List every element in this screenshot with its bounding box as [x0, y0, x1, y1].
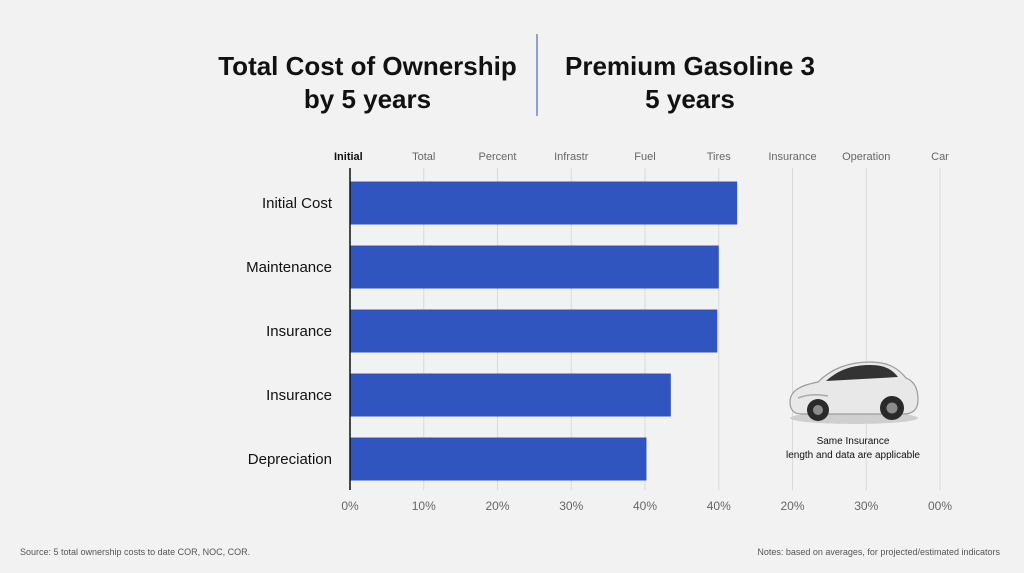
y-category-label: Depreciation: [248, 451, 332, 468]
column-header: Insurance: [768, 151, 816, 163]
column-header: Percent: [479, 151, 517, 163]
bar: [350, 309, 718, 353]
footer-source: Source: 5 total ownership costs to date …: [20, 547, 251, 557]
chart-subtitle-line2: 5 years: [645, 84, 735, 114]
chart-subtitle-line1: Premium Gasoline 3: [565, 51, 815, 81]
car-image-icon: [789, 361, 919, 424]
y-category-label: Maintenance: [246, 259, 332, 276]
x-tick-label: 10%: [412, 499, 436, 513]
x-tick-label: 30%: [559, 499, 583, 513]
x-tick-label: 40%: [633, 499, 657, 513]
x-tick-label: 20%: [485, 499, 509, 513]
chart-subtitle: Premium Gasoline 3 5 years: [545, 50, 835, 116]
chart-title-line2: by 5 years: [303, 84, 432, 114]
car-illustration-block: Same Insurance length and data are appli…: [778, 350, 928, 463]
y-category-label: Insurance: [266, 323, 332, 340]
x-tick-label: 40%: [707, 499, 731, 513]
column-header: Total: [412, 151, 435, 163]
car-caption-line2: length and data are applicable: [786, 450, 920, 461]
column-header: Fuel: [634, 151, 655, 163]
bar: [350, 181, 738, 225]
bar: [350, 437, 647, 481]
title-divider: [536, 34, 538, 116]
y-category-label: Initial Cost: [262, 195, 333, 212]
bar: [350, 373, 671, 417]
car-caption-line1: Same Insurance: [816, 436, 890, 447]
y-category-label: Insurance: [266, 387, 332, 404]
x-tick-label: 0%: [341, 499, 359, 513]
column-header: Car: [931, 151, 949, 163]
column-header: Initial: [334, 151, 363, 163]
footer-notes: Notes: based on averages, for projected/…: [757, 547, 1000, 557]
chart-title-line1: Total Cost of Ownership: [218, 51, 517, 81]
column-header: Operation: [842, 151, 890, 163]
x-tick-label: 30%: [854, 499, 878, 513]
x-tick-label: 00%: [928, 499, 952, 513]
bar: [350, 245, 719, 289]
car-caption: Same Insurance length and data are appli…: [778, 435, 928, 463]
column-header: Tires: [707, 151, 732, 163]
column-header: Infrastr: [554, 151, 589, 163]
chart-title: Total Cost of Ownership by 5 years: [200, 50, 535, 116]
x-tick-label: 20%: [780, 499, 804, 513]
